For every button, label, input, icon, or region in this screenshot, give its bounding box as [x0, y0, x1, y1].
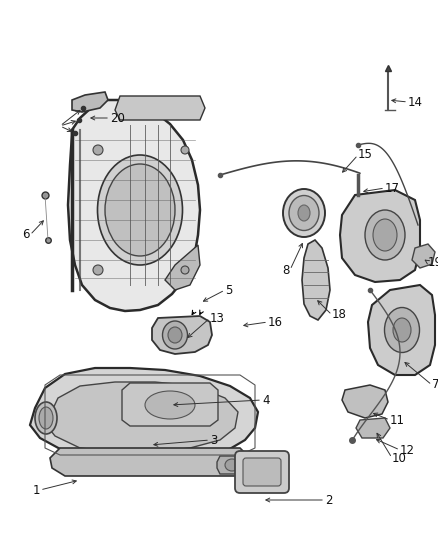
Text: 20: 20	[110, 111, 125, 125]
Text: 12: 12	[400, 443, 415, 456]
Ellipse shape	[283, 189, 325, 237]
Polygon shape	[122, 383, 218, 426]
Text: 17: 17	[385, 182, 400, 195]
Ellipse shape	[181, 146, 189, 154]
Text: 7: 7	[432, 378, 438, 392]
Ellipse shape	[365, 210, 405, 260]
Polygon shape	[356, 418, 390, 438]
Ellipse shape	[373, 219, 397, 251]
Ellipse shape	[181, 266, 189, 274]
Polygon shape	[44, 382, 238, 452]
Text: 18: 18	[332, 309, 347, 321]
Text: 6: 6	[22, 229, 30, 241]
Ellipse shape	[393, 318, 411, 342]
Text: 5: 5	[225, 284, 233, 296]
Polygon shape	[368, 285, 435, 375]
FancyBboxPatch shape	[235, 451, 289, 493]
Text: 15: 15	[358, 149, 373, 161]
Text: 16: 16	[268, 316, 283, 328]
Polygon shape	[115, 96, 205, 120]
Ellipse shape	[145, 391, 195, 419]
Text: 8: 8	[283, 263, 290, 277]
Text: 3: 3	[210, 433, 217, 447]
Ellipse shape	[385, 308, 420, 352]
Polygon shape	[340, 190, 420, 282]
Polygon shape	[30, 368, 258, 460]
Ellipse shape	[39, 407, 53, 429]
Polygon shape	[72, 92, 108, 112]
Text: 13: 13	[210, 311, 225, 325]
Polygon shape	[68, 100, 200, 311]
Text: 2: 2	[325, 494, 332, 506]
Polygon shape	[50, 448, 250, 476]
Polygon shape	[412, 244, 435, 268]
Text: 19: 19	[428, 255, 438, 269]
Polygon shape	[302, 240, 330, 320]
Ellipse shape	[35, 402, 57, 434]
Ellipse shape	[105, 164, 175, 256]
Ellipse shape	[162, 321, 187, 349]
Polygon shape	[165, 245, 200, 290]
Ellipse shape	[98, 155, 183, 265]
Text: 1: 1	[32, 483, 40, 497]
FancyBboxPatch shape	[243, 458, 281, 486]
Ellipse shape	[168, 327, 182, 343]
Polygon shape	[342, 385, 388, 418]
Ellipse shape	[289, 196, 319, 230]
Polygon shape	[152, 316, 212, 354]
Ellipse shape	[298, 205, 310, 221]
Text: 14: 14	[408, 95, 423, 109]
Text: 10: 10	[392, 451, 407, 464]
Text: 4: 4	[262, 393, 269, 407]
Polygon shape	[217, 456, 248, 474]
Text: 11: 11	[390, 414, 405, 426]
Ellipse shape	[93, 145, 103, 155]
Ellipse shape	[225, 459, 239, 471]
Ellipse shape	[93, 265, 103, 275]
